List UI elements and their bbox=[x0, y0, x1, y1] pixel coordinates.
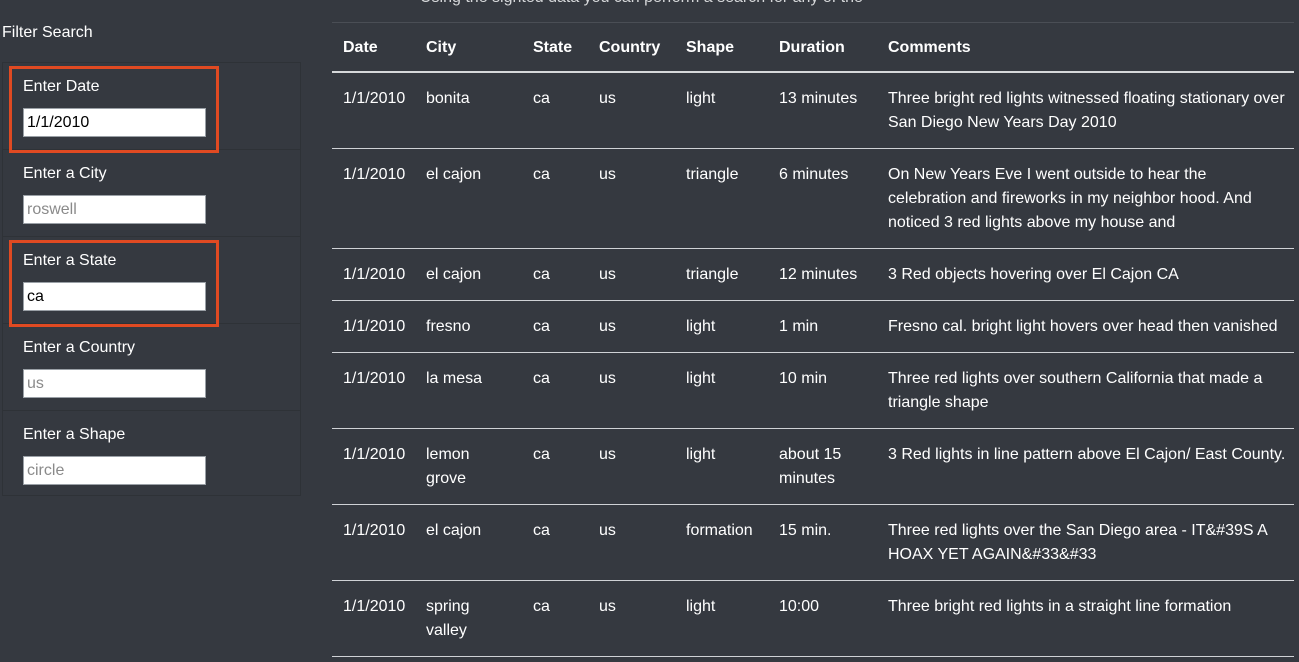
table-header-row: Date City State Country Shape Duration C… bbox=[332, 23, 1294, 73]
cell-date: 1/1/2010 bbox=[332, 72, 415, 149]
cell-duration: 6 minutes bbox=[768, 148, 877, 249]
cell-shape: triangle bbox=[675, 248, 768, 301]
cell-state: ca bbox=[522, 300, 588, 353]
cell-duration: about 15 minutes bbox=[768, 428, 877, 505]
cell-shape: light bbox=[675, 72, 768, 149]
filter-item-date: Enter Date bbox=[3, 63, 300, 150]
cell-duration: 10 min bbox=[768, 352, 877, 429]
date-input[interactable] bbox=[23, 108, 206, 137]
cell-date: 1/1/2010 bbox=[332, 428, 415, 505]
filter-item-state: Enter a State bbox=[3, 237, 300, 324]
cell-country: us bbox=[588, 504, 675, 581]
cell-date: 1/1/2010 bbox=[332, 248, 415, 301]
filter-panel: Enter Date Enter a City Enter a State En… bbox=[2, 62, 301, 496]
filter-label-city: Enter a City bbox=[23, 165, 107, 182]
header-shape: Shape bbox=[675, 23, 768, 73]
cell-city: el cajon bbox=[415, 248, 522, 301]
filter-item-shape: Enter a Shape bbox=[3, 411, 300, 498]
cell-state: ca bbox=[522, 504, 588, 581]
cell-country: us bbox=[588, 248, 675, 301]
cell-date: 1/1/2010 bbox=[332, 300, 415, 353]
cell-shape: light bbox=[675, 300, 768, 353]
header-country: Country bbox=[588, 23, 675, 73]
cell-duration: 1 min bbox=[768, 300, 877, 353]
cell-duration: 10:00 bbox=[768, 580, 877, 657]
state-input[interactable] bbox=[23, 282, 206, 311]
cell-country: us bbox=[588, 428, 675, 505]
table-row: 1/1/2010 la mesa ca us light 10 min Three red … bbox=[332, 352, 1294, 429]
cell-state: ca bbox=[522, 72, 588, 149]
filter-label-date: Enter Date bbox=[23, 78, 100, 95]
table-row: 1/1/2010 spring valley ca us light 10:00 Three… bbox=[332, 580, 1294, 657]
cell-shape: formation bbox=[675, 504, 768, 581]
filter-search-title: Filter Search bbox=[2, 24, 93, 41]
intro-text: Using the sighted data you can perform a… bbox=[420, 0, 863, 7]
cell-state: ca bbox=[522, 580, 588, 657]
results-table-container: Date City State Country Shape Duration C… bbox=[332, 22, 1294, 662]
cell-city: fresno bbox=[415, 300, 522, 353]
cell-comments: On New Years Eve I went outside to hear … bbox=[877, 148, 1294, 249]
filter-label-country: Enter a Country bbox=[23, 339, 136, 356]
header-state: State bbox=[522, 23, 588, 73]
table-row: 1/1/2010 fresno ca us light 1 min Fresno cal. … bbox=[332, 300, 1294, 353]
cell-city: spring valley bbox=[415, 580, 522, 657]
cell-country: us bbox=[588, 580, 675, 657]
filter-item-country: Enter a Country bbox=[3, 324, 300, 411]
cell-duration: 12 minutes bbox=[768, 248, 877, 301]
cell-city: el cajon bbox=[415, 148, 522, 249]
shape-input[interactable] bbox=[23, 456, 206, 485]
cell-shape: light bbox=[675, 428, 768, 505]
table-row: 1/1/2010 bonita ca us light 13 minutes Three b… bbox=[332, 72, 1294, 149]
cell-country: us bbox=[588, 72, 675, 149]
header-comments: Comments bbox=[877, 23, 1294, 73]
cell-duration: 13 minutes bbox=[768, 72, 877, 149]
cell-comments: Three bright red lights witnessed floati… bbox=[877, 72, 1294, 149]
cell-comments: Three red lights over southern Californi… bbox=[877, 352, 1294, 429]
city-input[interactable] bbox=[23, 195, 206, 224]
table-row: 1/1/2010 el cajon ca us triangle 6 minutes On … bbox=[332, 148, 1294, 249]
cell-comments: Fresno cal. bright light hovers over hea… bbox=[877, 300, 1294, 353]
header-city: City bbox=[415, 23, 522, 73]
cell-city: bonita bbox=[415, 72, 522, 149]
cell-comments: Three red lights over the San Diego area… bbox=[877, 504, 1294, 581]
results-table: Date City State Country Shape Duration C… bbox=[332, 23, 1294, 657]
cell-state: ca bbox=[522, 148, 588, 249]
filter-item-city: Enter a City bbox=[3, 150, 300, 237]
header-duration: Duration bbox=[768, 23, 877, 73]
table-row: 1/1/2010 lemon grove ca us light about 15 min… bbox=[332, 428, 1294, 505]
cell-date: 1/1/2010 bbox=[332, 352, 415, 429]
cell-city: el cajon bbox=[415, 504, 522, 581]
table-row: 1/1/2010 el cajon ca us formation 15 min. Thre… bbox=[332, 504, 1294, 581]
country-input[interactable] bbox=[23, 369, 206, 398]
cell-date: 1/1/2010 bbox=[332, 580, 415, 657]
cell-country: us bbox=[588, 352, 675, 429]
filter-label-shape: Enter a Shape bbox=[23, 426, 126, 443]
cell-duration: 15 min. bbox=[768, 504, 877, 581]
cell-city: la mesa bbox=[415, 352, 522, 429]
cell-state: ca bbox=[522, 352, 588, 429]
cell-state: ca bbox=[522, 248, 588, 301]
table-body: 1/1/2010 bonita ca us light 13 minutes Three b… bbox=[332, 72, 1294, 657]
cell-shape: triangle bbox=[675, 148, 768, 249]
cell-comments: 3 Red objects hovering over El Cajon CA bbox=[877, 248, 1294, 301]
cell-date: 1/1/2010 bbox=[332, 148, 415, 249]
filter-label-state: Enter a State bbox=[23, 252, 117, 269]
cell-comments: 3 Red lights in line pattern above El Ca… bbox=[877, 428, 1294, 505]
cell-city: lemon grove bbox=[415, 428, 522, 505]
cell-date: 1/1/2010 bbox=[332, 504, 415, 581]
cell-comments: Three bright red lights in a straight li… bbox=[877, 580, 1294, 657]
cell-country: us bbox=[588, 148, 675, 249]
header-date: Date bbox=[332, 23, 415, 73]
table-row: 1/1/2010 el cajon ca us triangle 12 minutes 3 … bbox=[332, 248, 1294, 301]
cell-country: us bbox=[588, 300, 675, 353]
cell-state: ca bbox=[522, 428, 588, 505]
cell-shape: light bbox=[675, 580, 768, 657]
cell-shape: light bbox=[675, 352, 768, 429]
